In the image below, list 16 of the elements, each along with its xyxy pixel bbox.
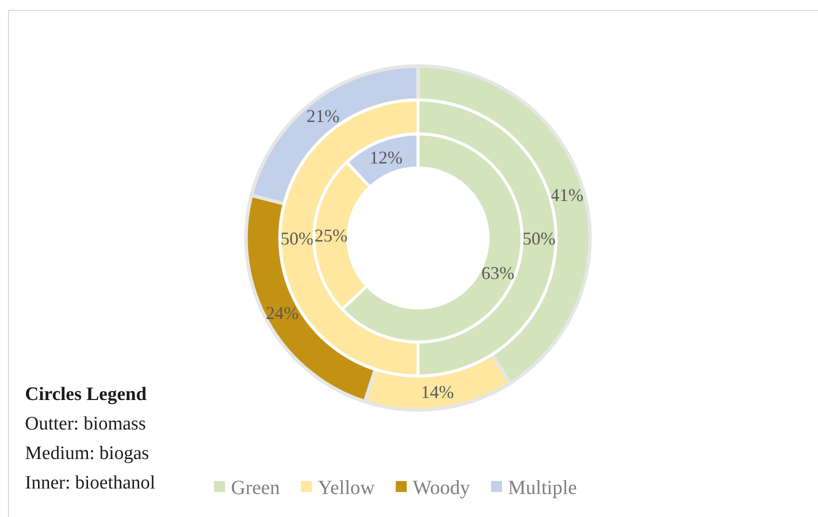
legend-label: Yellow	[318, 477, 376, 499]
data-label: 50%	[280, 228, 314, 248]
data-label: 63%	[481, 262, 514, 283]
data-label: 50%	[522, 228, 556, 248]
text: Inner: bioethanol	[25, 472, 156, 494]
text: Circles Legend	[25, 384, 147, 405]
data-label: 24%	[266, 302, 299, 323]
data-label: 41%	[550, 185, 584, 206]
legend-label: Green	[231, 477, 280, 499]
data-label: 21%	[306, 106, 340, 126]
text: Outter: biomass	[25, 414, 146, 434]
data-label: 12%	[369, 147, 402, 168]
text: Medium: biogas	[25, 443, 150, 464]
legend-label: Woody	[412, 477, 470, 499]
data-label: 14%	[420, 382, 454, 402]
legend-label: Multiple	[508, 477, 578, 499]
